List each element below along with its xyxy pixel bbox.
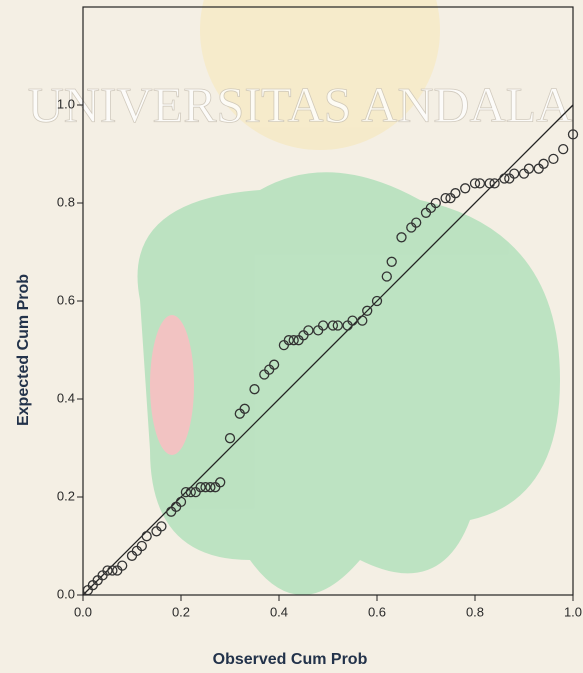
point xyxy=(461,184,470,193)
point xyxy=(520,169,529,178)
watermark: UNIVERSITAS ANDALA xyxy=(28,76,573,132)
y-tick-label: 0.6 xyxy=(57,292,75,307)
point xyxy=(451,189,460,198)
x-tick-label: 0.4 xyxy=(270,604,288,619)
x-tick-label: 0.0 xyxy=(74,604,92,619)
x-tick-label: 0.8 xyxy=(466,604,484,619)
point xyxy=(549,154,558,163)
point xyxy=(534,164,543,173)
chart: UNIVERSITAS ANDALA Observed Cum Prob Exp… xyxy=(0,0,583,673)
point xyxy=(128,551,137,560)
y-tick-label: 0.4 xyxy=(57,390,75,405)
point xyxy=(539,159,548,168)
x-tick-label: 0.2 xyxy=(172,604,190,619)
point xyxy=(118,561,127,570)
point xyxy=(524,164,533,173)
point xyxy=(152,527,161,536)
y-tick-label: 0.0 xyxy=(57,586,75,601)
x-tick-label: 1.0 xyxy=(564,604,582,619)
page: {"chart_data": { "type": "scatter", "wat… xyxy=(0,0,583,673)
point xyxy=(157,522,166,531)
point xyxy=(132,546,141,555)
point xyxy=(142,532,151,541)
x-tick-label: 0.6 xyxy=(368,604,386,619)
point xyxy=(559,145,568,154)
x-axis-title: Observed Cum Prob xyxy=(213,651,368,668)
point xyxy=(510,169,519,178)
y-tick-label: 0.2 xyxy=(57,488,75,503)
y-tick-label: 0.8 xyxy=(57,194,75,209)
y-tick-label: 1.0 xyxy=(57,96,75,111)
point xyxy=(137,542,146,551)
y-axis-title: Expected Cum Prob xyxy=(15,274,32,426)
